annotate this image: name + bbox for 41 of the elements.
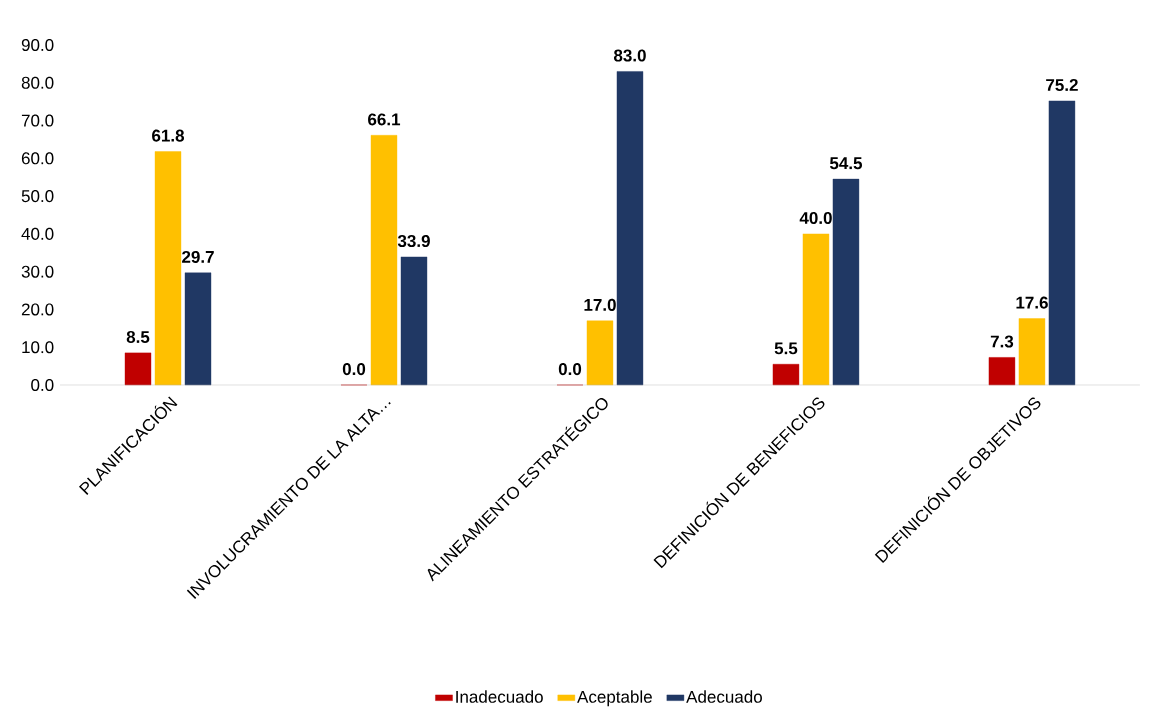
data-label: 75.2: [1046, 79, 1078, 92]
y-tick-label: 20.0: [21, 303, 54, 316]
bar: [802, 233, 830, 386]
bar: [400, 256, 428, 386]
bar: [832, 178, 860, 386]
y-tick-label: 50.0: [21, 190, 54, 203]
y-tick-label: 90.0: [21, 38, 54, 52]
data-label: 5.5: [774, 342, 798, 355]
data-label: 33.9: [397, 234, 430, 248]
data-label: 8.5: [126, 330, 150, 344]
data-label: 29.7: [182, 250, 214, 263]
bar: [370, 135, 398, 386]
y-tick-label: 0.0: [31, 378, 54, 392]
y-tick-label: 70.0: [21, 114, 54, 127]
bar: [1048, 100, 1076, 386]
bar: [772, 364, 800, 386]
bar: [988, 357, 1016, 386]
legend-label: Inadecuado: [456, 690, 543, 703]
bar: [616, 71, 644, 386]
data-label: 66.1: [368, 113, 401, 126]
y-tick-label: 40.0: [21, 227, 54, 240]
bar: [154, 151, 182, 386]
data-label: 0.0: [558, 363, 582, 376]
data-label: 61.8: [152, 129, 185, 142]
y-tick-label: 30.0: [21, 265, 54, 278]
bar: [1018, 318, 1046, 386]
data-label: 7.3: [990, 335, 1014, 348]
legend-label: Aceptable: [577, 690, 652, 707]
data-label: 83.0: [613, 49, 646, 62]
y-tick-label: 10.0: [22, 341, 54, 354]
bar: [184, 272, 212, 386]
data-label: 17.0: [584, 298, 616, 311]
legend-label: Adecuado: [686, 690, 762, 703]
data-label: 54.5: [829, 157, 863, 170]
data-label: 0.0: [342, 363, 366, 376]
data-label: 17.6: [1016, 296, 1048, 309]
y-tick-label: 80.0: [21, 76, 54, 89]
data-label: 40.0: [799, 211, 832, 225]
bar: [586, 320, 614, 386]
bar: [124, 352, 152, 386]
y-tick-label: 60.0: [21, 152, 54, 165]
